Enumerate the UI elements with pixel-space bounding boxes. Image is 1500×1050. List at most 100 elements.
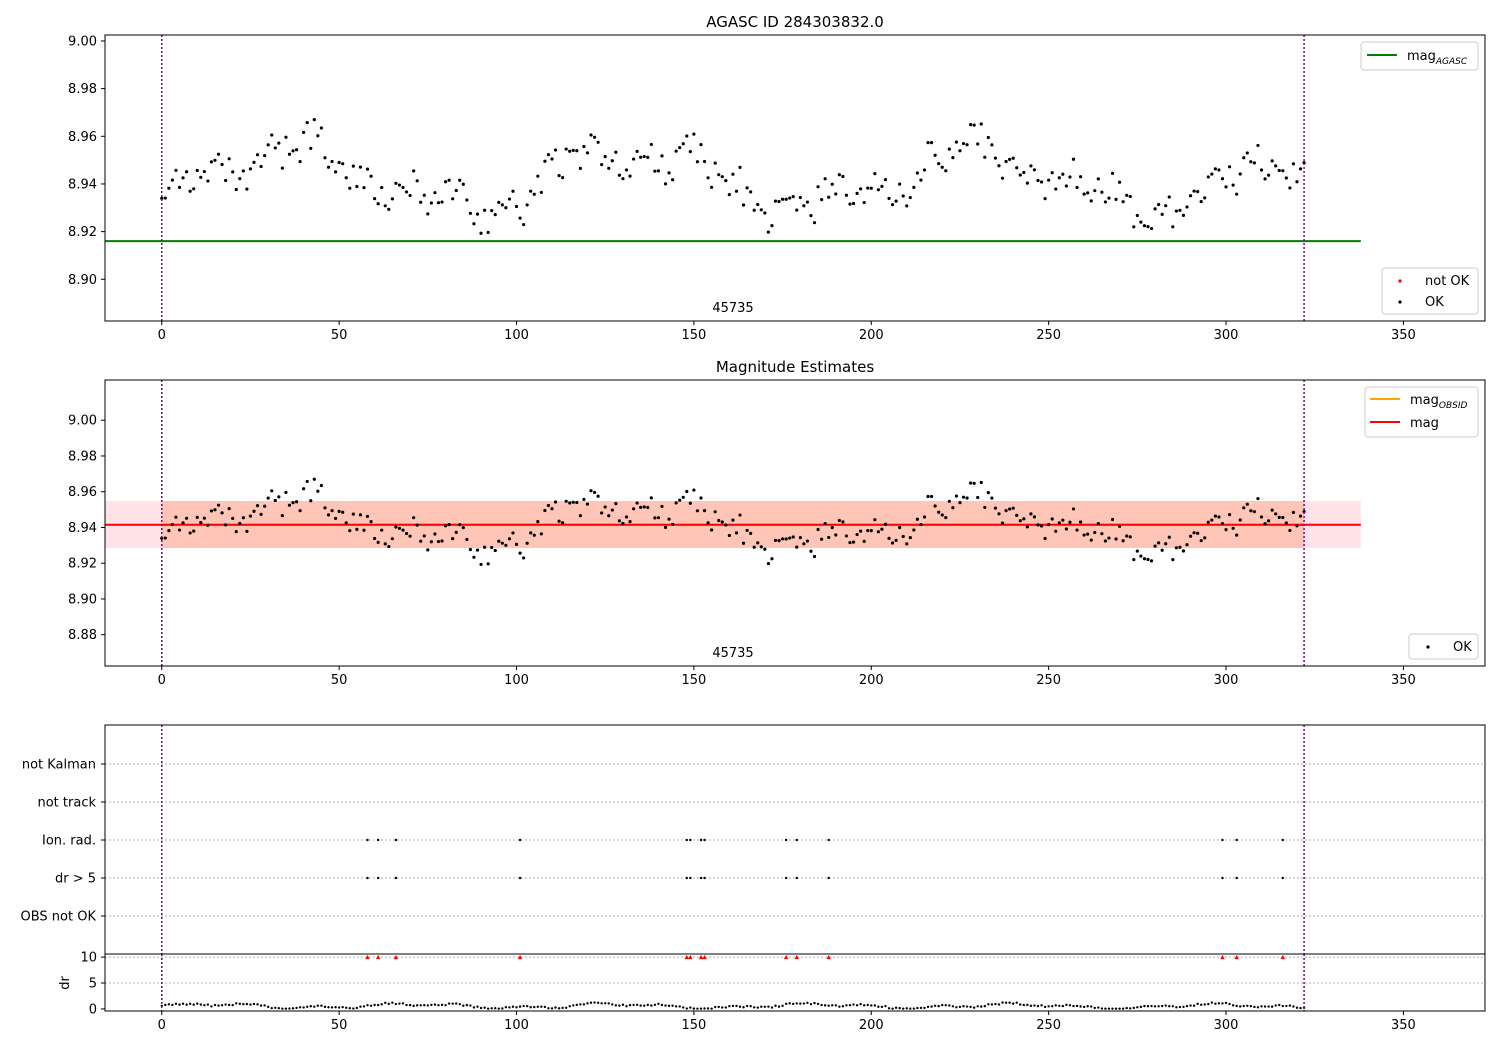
ok-point — [181, 176, 185, 180]
panel-dr-ytick-label: 5 — [89, 977, 97, 992]
ok-point — [387, 544, 391, 549]
legend-box — [1360, 41, 1479, 71]
ok-point — [561, 521, 565, 525]
dr-point — [774, 1004, 777, 1007]
dr-point — [944, 1004, 947, 1007]
dr-point — [692, 1007, 696, 1010]
ok-point — [298, 509, 302, 513]
dr-point — [1153, 1005, 1157, 1008]
dr-point — [667, 1004, 671, 1008]
ok-point — [1217, 168, 1221, 172]
dr-point — [1065, 1003, 1068, 1007]
ok-point — [337, 160, 341, 165]
ok-point — [585, 502, 590, 506]
ok-point — [231, 170, 235, 174]
ok-point — [905, 204, 909, 208]
dr-point — [284, 1007, 288, 1010]
dr-point — [1143, 1004, 1146, 1008]
ok-point — [922, 515, 927, 519]
panel-agasc-ytick-label: 8.92 — [68, 225, 97, 240]
ok-point — [600, 511, 604, 515]
dr-point — [621, 1003, 625, 1006]
ok-point — [624, 168, 629, 172]
ok-point — [688, 150, 692, 154]
ok-point — [234, 187, 238, 192]
ok-point — [1139, 554, 1143, 558]
dr-point — [699, 1007, 703, 1010]
ok-point — [710, 528, 714, 532]
ok-point — [224, 178, 228, 183]
ok-point — [1295, 180, 1299, 184]
ok-point — [993, 156, 998, 160]
dr-point — [1150, 1004, 1153, 1008]
ok-point — [837, 173, 841, 177]
ok-point — [866, 528, 870, 533]
ok-point — [830, 526, 834, 530]
ok-point — [1008, 507, 1012, 511]
dr-point — [533, 1005, 536, 1009]
ok-point — [642, 505, 646, 509]
ok-point — [1270, 159, 1274, 163]
dr-point — [451, 1002, 454, 1005]
dr-point — [185, 1003, 188, 1006]
ok-point — [362, 528, 366, 532]
dr-point — [724, 1006, 728, 1009]
dr-point — [653, 1003, 657, 1007]
ok-point — [582, 497, 586, 502]
dr-point — [196, 1002, 199, 1005]
dr-point — [476, 1005, 479, 1008]
ok-point — [671, 178, 675, 182]
ok-point — [823, 177, 827, 181]
ok-point — [596, 140, 600, 144]
dr-point — [554, 1006, 557, 1009]
ok-point — [795, 545, 799, 549]
dr-point — [1086, 1005, 1089, 1008]
ok-point — [979, 480, 983, 485]
ok-point — [738, 513, 742, 517]
ok-point — [1171, 558, 1175, 562]
dr-point — [721, 1006, 724, 1009]
ok-point — [766, 561, 770, 566]
ok-point — [319, 483, 324, 488]
dr-point — [1011, 1002, 1015, 1005]
ok-point — [834, 192, 838, 196]
dr-point — [334, 1006, 337, 1009]
ok-point — [199, 520, 203, 525]
ok-point — [1298, 167, 1303, 171]
dr-point — [919, 1006, 923, 1010]
ok-point — [518, 216, 522, 220]
dr-point — [682, 1006, 685, 1009]
ok-point — [798, 536, 802, 540]
ok-point — [780, 537, 785, 541]
dr-point — [1157, 1005, 1160, 1008]
ok-point — [603, 155, 607, 159]
ok-point — [784, 197, 788, 201]
ok-point — [1298, 514, 1303, 518]
dr-point — [188, 1002, 192, 1005]
dr-point — [575, 1003, 579, 1007]
dr-point — [306, 1005, 309, 1008]
ok-point — [646, 505, 650, 510]
dr-point — [543, 1005, 547, 1009]
dr-clipped-marker — [794, 954, 799, 960]
dr-point — [1192, 1004, 1196, 1007]
panel-estimates-title: Magnitude Estimates — [716, 358, 874, 376]
dr-point — [302, 1006, 305, 1009]
ok-point — [1284, 521, 1288, 525]
ok-point — [323, 506, 327, 510]
ok-point — [1086, 191, 1090, 195]
panel-dr-plot: 0 50 100 150 200 250 300 350 0 5 10 — [80, 951, 1485, 1033]
panel-estimates-xtick-label: 150 — [681, 673, 706, 688]
ok-point — [979, 122, 983, 126]
ok-point — [1054, 529, 1058, 533]
dr-point — [1093, 1006, 1096, 1010]
dr-point — [1001, 1001, 1004, 1004]
ok-point — [621, 177, 625, 181]
ok-point — [1061, 518, 1065, 522]
dr-point — [1267, 1005, 1270, 1008]
ok-point — [376, 202, 380, 206]
ok-point — [1107, 196, 1111, 200]
dr-point — [387, 1002, 391, 1006]
ok-point — [1266, 519, 1271, 523]
ok-point — [1082, 192, 1086, 196]
